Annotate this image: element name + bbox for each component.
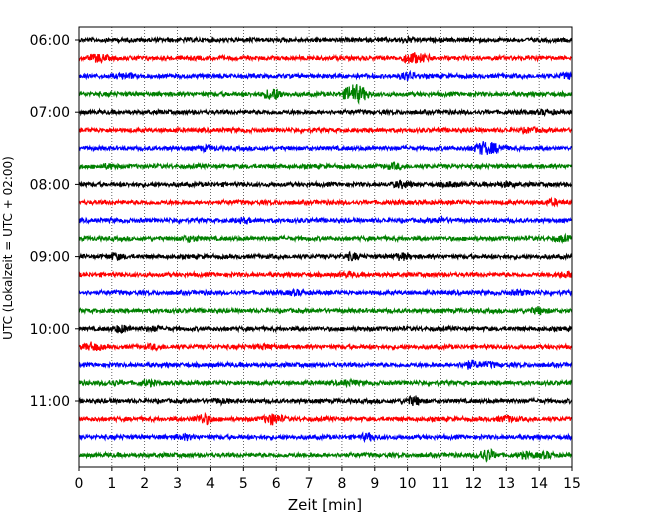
seismic-trace xyxy=(78,161,573,172)
seismic-trace xyxy=(78,394,573,407)
y-tick-label: 09:00 xyxy=(30,250,70,266)
seismic-trace xyxy=(78,447,573,463)
x-tick-label: 7 xyxy=(305,476,314,492)
x-tick-label: 9 xyxy=(370,476,379,492)
x-axis: 0 1 2 3 4 5 6 7 8 9 10 11 12 13 14 15 xyxy=(75,467,581,492)
seismic-trace xyxy=(78,306,573,316)
y-axis: 06:00 07:00 08:00 09:00 10:00 11:00 xyxy=(30,33,79,410)
x-tick-label: 0 xyxy=(75,476,84,492)
y-tick-label: 08:00 xyxy=(30,177,70,193)
seismic-trace xyxy=(78,196,573,208)
seismic-trace xyxy=(78,287,573,298)
y-tick-label: 11:00 xyxy=(30,394,70,410)
x-tick-label: 15 xyxy=(563,476,581,492)
seismic-trace xyxy=(78,411,573,426)
seismic-trace xyxy=(78,52,573,65)
x-tick-label: 1 xyxy=(107,476,116,492)
y-tick-label: 10:00 xyxy=(30,322,70,338)
seismic-trace xyxy=(78,179,573,190)
seismic-trace xyxy=(78,250,573,262)
y-axis-label: UTC (Lokalzeit = UTC + 02:00) xyxy=(1,156,15,340)
y-tick-label: 06:00 xyxy=(30,33,70,49)
seismic-trace xyxy=(78,125,573,136)
x-tick-label: 13 xyxy=(497,476,515,492)
x-tick-label: 14 xyxy=(530,476,548,492)
seismic-trace xyxy=(78,69,573,82)
trace-group xyxy=(78,34,573,463)
x-tick-label: 6 xyxy=(272,476,281,492)
seismic-trace xyxy=(78,269,573,280)
plot-frame xyxy=(78,26,573,468)
x-tick-label: 12 xyxy=(464,476,482,492)
x-tick-label: 8 xyxy=(337,476,346,492)
x-tick-label: 10 xyxy=(399,476,417,492)
seismic-trace xyxy=(78,377,573,389)
x-tick-label: 5 xyxy=(239,476,248,492)
seismic-trace xyxy=(78,84,573,105)
x-tick-label: 3 xyxy=(173,476,182,492)
seismic-trace xyxy=(78,214,573,226)
grid-lines xyxy=(111,27,540,467)
seismic-trace xyxy=(78,324,573,334)
x-tick-label: 4 xyxy=(206,476,215,492)
seismic-trace xyxy=(78,431,573,444)
x-tick-label: 2 xyxy=(140,476,149,492)
seismic-trace xyxy=(78,34,573,45)
seismic-trace xyxy=(78,232,573,244)
seismic-trace xyxy=(78,341,573,352)
seismic-trace xyxy=(78,107,573,118)
x-axis-label: Zeit [min] xyxy=(288,496,362,514)
x-tick-label: 11 xyxy=(432,476,450,492)
y-tick-label: 07:00 xyxy=(30,105,70,121)
seismic-trace xyxy=(78,359,573,370)
seismic-trace xyxy=(78,141,573,155)
